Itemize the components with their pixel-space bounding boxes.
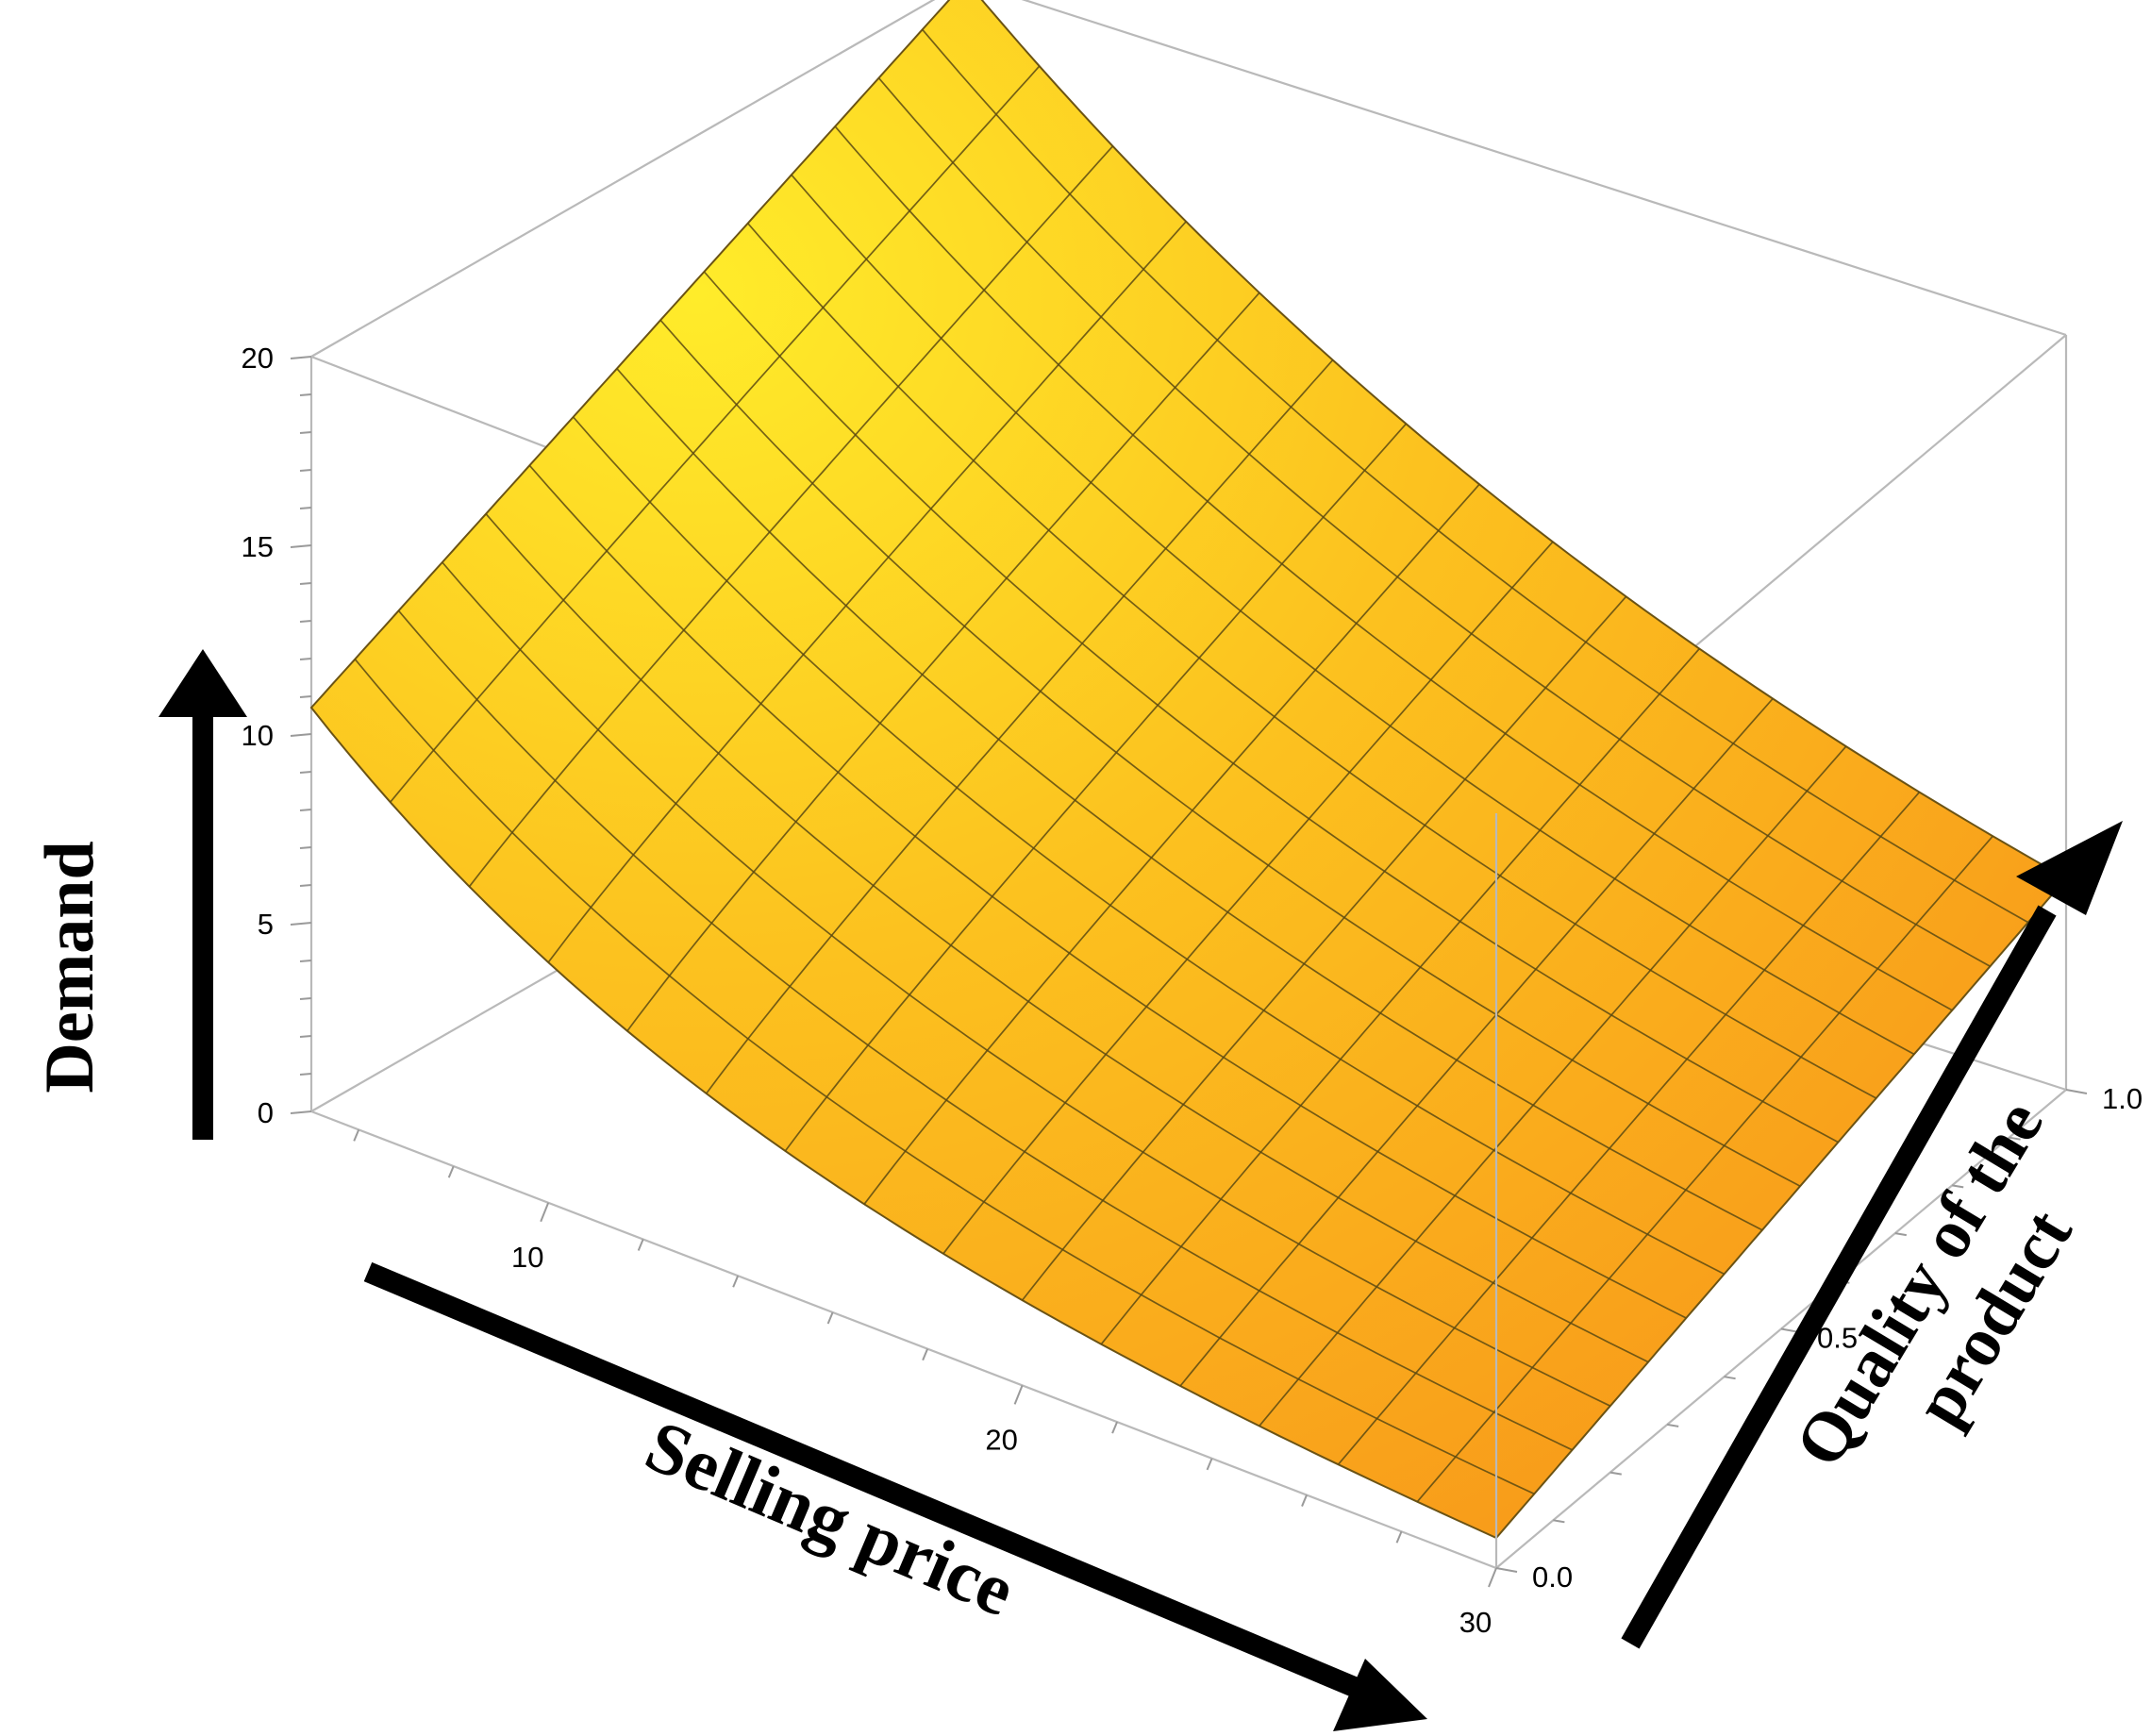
x-tick-0 xyxy=(540,1202,550,1223)
z-tick-label-4: 20 xyxy=(242,342,274,375)
mesh-line-price-13 xyxy=(1337,792,1921,1465)
mesh-line-price-1 xyxy=(390,65,1041,803)
z-minor-tick-2 xyxy=(299,1035,312,1038)
y-tick-2 xyxy=(2065,1089,2088,1094)
z-minor-tick-1 xyxy=(299,1073,312,1076)
z-tick-label-1: 5 xyxy=(258,908,274,941)
mesh-line-quality-11 xyxy=(791,174,1915,1056)
y-tick-label-2: 1.0 xyxy=(2102,1082,2143,1115)
mesh-line-price-6 xyxy=(784,423,1408,1152)
quality-arrow-head xyxy=(2016,821,2123,915)
x-minor-tick-24 xyxy=(1206,1458,1213,1471)
mesh-line-price-7 xyxy=(863,483,1480,1205)
y-minor-tick-3 xyxy=(1667,1423,1679,1427)
x-minor-tick-22 xyxy=(1111,1421,1119,1434)
mesh-line-quality-5 xyxy=(528,464,1687,1319)
z-tick-label-0: 0 xyxy=(258,1096,274,1129)
y-minor-tick-7 xyxy=(1894,1232,1907,1237)
demand-surface xyxy=(309,0,2068,1540)
mesh-line-quality-2 xyxy=(397,609,1573,1451)
z-minor-tick-9 xyxy=(299,771,312,774)
x-minor-tick-16 xyxy=(826,1311,834,1325)
surface-mesh xyxy=(354,28,2029,1503)
x-minor-tick-12 xyxy=(637,1239,644,1251)
mesh-line-price-8 xyxy=(942,541,1554,1255)
box-edge-back-4 xyxy=(310,0,936,358)
z-tick-label-3: 15 xyxy=(242,530,274,563)
mesh-line-price-5 xyxy=(706,359,1334,1094)
z-tick-0 xyxy=(290,1110,312,1114)
mesh-line-price-14 xyxy=(1416,835,1993,1503)
mesh-line-quality-10 xyxy=(747,223,1877,1099)
z-minor-tick-16 xyxy=(299,507,312,509)
mesh-line-quality-13 xyxy=(877,77,1991,967)
x-tick-label-1: 20 xyxy=(985,1423,1017,1456)
z-minor-tick-19 xyxy=(299,393,312,396)
y-tick-0 xyxy=(1495,1567,1518,1573)
mesh-line-quality-9 xyxy=(703,271,1839,1143)
axis-ticks: 0 5 10 15 20 10 20 30 0.0 0.5 1.0 xyxy=(242,342,2143,1639)
mesh-line-price-12 xyxy=(1259,745,1847,1427)
z-minor-tick-14 xyxy=(299,582,312,585)
mesh-line-price-11 xyxy=(1179,697,1774,1387)
z-tick-4 xyxy=(290,356,312,359)
z-tick-label-2: 10 xyxy=(242,719,274,752)
mesh-line-price-3 xyxy=(547,221,1187,963)
mesh-line-quality-4 xyxy=(485,513,1649,1363)
x-minor-tick-6 xyxy=(353,1128,360,1142)
quality-arrow-shaft xyxy=(1621,905,2057,1649)
x-tick-label-0: 10 xyxy=(511,1241,543,1274)
demand-axis-title: Demand xyxy=(31,841,108,1093)
x-minor-tick-18 xyxy=(922,1348,929,1361)
y-minor-tick-8 xyxy=(1952,1184,1964,1189)
box-edge-back-3 xyxy=(1021,0,2067,337)
x-minor-tick-14 xyxy=(732,1275,740,1288)
axis-arrows xyxy=(158,649,2123,1731)
y-minor-tick-1 xyxy=(1553,1519,1565,1524)
z-minor-tick-11 xyxy=(299,695,312,698)
surface-patch xyxy=(309,0,2068,1540)
z-tick-1 xyxy=(290,922,312,926)
mesh-line-price-2 xyxy=(468,145,1114,888)
z-minor-tick-13 xyxy=(299,620,312,623)
x-minor-tick-28 xyxy=(1395,1530,1403,1544)
y-minor-tick-4 xyxy=(1724,1376,1736,1380)
z-tick-2 xyxy=(290,733,312,737)
mesh-line-quality-12 xyxy=(834,125,1953,1011)
z-minor-tick-3 xyxy=(299,997,312,1000)
y-minor-tick-9 xyxy=(2009,1136,2021,1141)
mesh-line-quality-7 xyxy=(616,368,1763,1231)
y-tick-label-1: 0.5 xyxy=(1817,1322,1858,1355)
mesh-line-price-10 xyxy=(1100,648,1700,1345)
z-minor-tick-18 xyxy=(299,431,312,434)
y-minor-tick-2 xyxy=(1609,1471,1622,1476)
mesh-line-quality-6 xyxy=(572,416,1725,1276)
mesh-line-quality-14 xyxy=(922,28,2029,924)
x-minor-tick-26 xyxy=(1301,1494,1308,1507)
x-tick-label-2: 30 xyxy=(1459,1606,1492,1639)
mesh-line-price-4 xyxy=(626,292,1260,1032)
z-minor-tick-6 xyxy=(299,884,312,887)
z-minor-tick-17 xyxy=(299,469,312,472)
demand-arrow-head xyxy=(158,649,247,717)
z-minor-tick-4 xyxy=(299,960,312,962)
box-edge-front-0 xyxy=(310,1110,1497,1570)
y-tick-label-0: 0.0 xyxy=(1532,1561,1573,1594)
x-tick-1 xyxy=(1013,1385,1024,1405)
mesh-line-quality-3 xyxy=(442,561,1611,1407)
mesh-line-price-9 xyxy=(1021,595,1627,1301)
x-tick-2 xyxy=(1488,1567,1497,1588)
z-minor-tick-7 xyxy=(299,846,312,849)
z-tick-3 xyxy=(290,544,312,548)
mesh-line-quality-8 xyxy=(659,319,1801,1187)
selling-price-arrow-head xyxy=(1333,1659,1427,1731)
x-minor-tick-8 xyxy=(447,1165,455,1178)
selling-price-arrow-shaft xyxy=(363,1261,1363,1699)
mesh-line-quality-1 xyxy=(354,659,1535,1495)
